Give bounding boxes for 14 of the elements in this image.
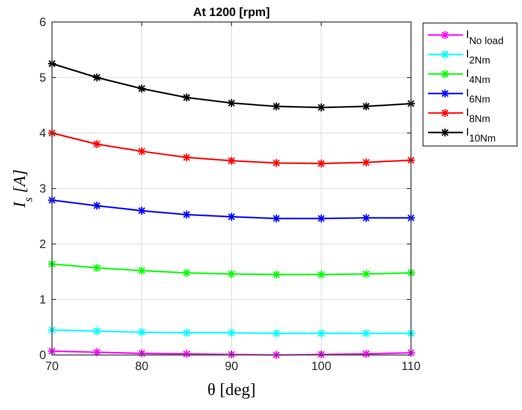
y-tick-label: 0 (39, 348, 46, 362)
y-tick-label: 1 (39, 292, 46, 306)
x-tick-label: 100 (311, 359, 332, 373)
x-tick-label: 80 (135, 359, 149, 373)
chart-title: At 1200 [rpm] (193, 5, 270, 19)
x-tick-label: 70 (45, 359, 59, 373)
x-tick-label: 90 (224, 359, 238, 373)
y-tick-label: 5 (39, 70, 46, 84)
y-tick-label: 3 (39, 182, 46, 196)
x-tick-label: 110 (401, 359, 421, 373)
y-tick-label: 2 (39, 237, 46, 251)
y-tick-label: 4 (39, 126, 46, 140)
y-tick-label: 6 (39, 15, 46, 29)
x-axis-title: θ [deg] (207, 380, 256, 399)
